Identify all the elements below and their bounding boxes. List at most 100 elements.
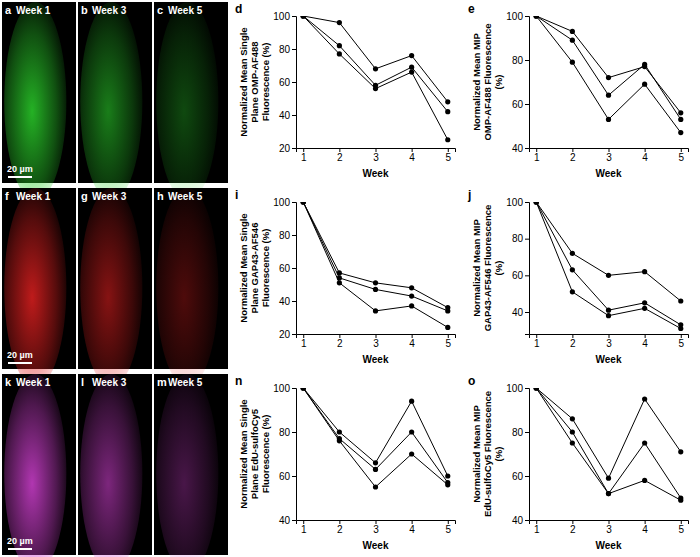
x-tick-label: 5 [678,524,684,535]
x-tick: 2 [337,334,343,349]
scale-bar-label: 20 µm [7,536,33,546]
data-point [642,306,647,311]
data-point [337,20,342,25]
x-axis: 12345 [297,520,456,535]
y-tick-label: 100 [506,197,523,208]
y-tick: 100 [273,197,296,208]
data-point [445,137,450,142]
y-axis-title-line: Normalized Mean MIP [471,405,482,503]
x-tick-label: 2 [570,524,576,535]
x-tick-label: 4 [642,524,648,535]
data-point [570,29,575,34]
data-point [301,202,306,205]
data-point [534,388,539,391]
y-tick-mark [292,82,296,83]
y-tick-mark [525,312,529,313]
image-panel: h Week 5 [154,188,228,387]
chart: 2040608010012345WeekdNormalized Mean Sin… [235,2,456,179]
data-point [373,460,378,465]
x-tick: 1 [301,520,307,535]
panel-letter: h [157,190,164,202]
data-point [534,202,539,205]
data-point [606,313,611,318]
y-tick-label: 60 [279,77,291,88]
x-tick: 1 [534,148,540,163]
data-point [606,491,611,496]
image-panel: bWeek 3 [78,2,152,201]
data-point [445,325,450,330]
image-label: Week 1 [16,377,51,388]
y-tick-mark [525,202,529,203]
data-point [678,449,683,454]
y-axis-line [525,17,530,149]
y-tick: 80 [512,233,529,244]
x-tick: 5 [445,520,451,535]
data-point [642,82,647,87]
x-axis: 12345 [530,520,689,535]
data-point [373,66,378,71]
x-tick: 3 [606,334,612,349]
y-tick: 60 [279,263,296,274]
y-axis-line [525,203,530,335]
x-tick: 4 [642,520,648,535]
y-axis: 406080100 [506,197,529,335]
x-tick: 2 [570,148,576,163]
x-tick-label: 4 [409,338,415,349]
y-tick: 40 [279,110,296,121]
panel-letter: o [468,374,475,388]
data-point [606,491,611,496]
y-axis-title: Normalized Mean MIPOMP-AF488 Fluorescenc… [471,23,504,140]
data-point [373,287,378,292]
y-axis-title-line: OMP-AF488 Fluorescence [482,23,493,140]
y-tick-mark [525,104,529,105]
image-label: Week 3 [92,191,127,202]
x-tick-label: 1 [301,152,307,163]
image-label: Week 5 [168,191,203,202]
data-point [409,53,414,58]
x-tick: 5 [445,334,451,349]
scale-bar [8,362,32,364]
x-tick: 5 [678,334,684,349]
image-tissue [80,374,142,557]
data-point [642,269,647,274]
x-tick-label: 4 [642,338,648,349]
data-point [373,484,378,489]
x-tick-label: 1 [534,338,540,349]
x-tick: 3 [606,148,612,163]
y-tick-mark [292,148,296,149]
y-tick-mark [292,268,296,269]
data-point [642,440,647,445]
image-label: Week 3 [92,377,127,388]
y-tick-mark [292,115,296,116]
x-tick: 3 [373,148,379,163]
y-tick-label: 80 [512,427,524,438]
x-tick: 2 [570,334,576,349]
series-line [303,388,448,476]
series-line [303,16,448,102]
y-tick-label: 20 [279,143,291,154]
image-panel: kWeek 120 µm [2,374,76,557]
y-tick: 40 [279,515,296,526]
x-axis-title: Week [363,354,389,365]
plot-area [301,388,451,490]
y-axis: 406080100 [506,383,529,526]
y-axis-title-line: Normalized Mean MIP [471,219,482,317]
y-axis-title-line: (%) [493,261,504,276]
data-point [642,300,647,305]
y-tick-label: 60 [512,471,524,482]
data-point [678,110,683,115]
image-label: Week 3 [92,5,127,16]
y-tick-label: 100 [273,197,290,208]
data-point [301,202,306,205]
image-tissue [80,2,142,201]
series-line [536,202,681,329]
y-tick-mark [525,520,529,521]
data-point [301,202,306,205]
x-axis-title: Week [596,168,622,179]
y-axis-title-line: Plane OMP-AF488 [249,41,260,122]
data-point [445,308,450,313]
series-line [536,388,681,498]
y-tick: 60 [279,77,296,88]
x-tick: 3 [373,334,379,349]
y-tick: 80 [512,55,529,66]
